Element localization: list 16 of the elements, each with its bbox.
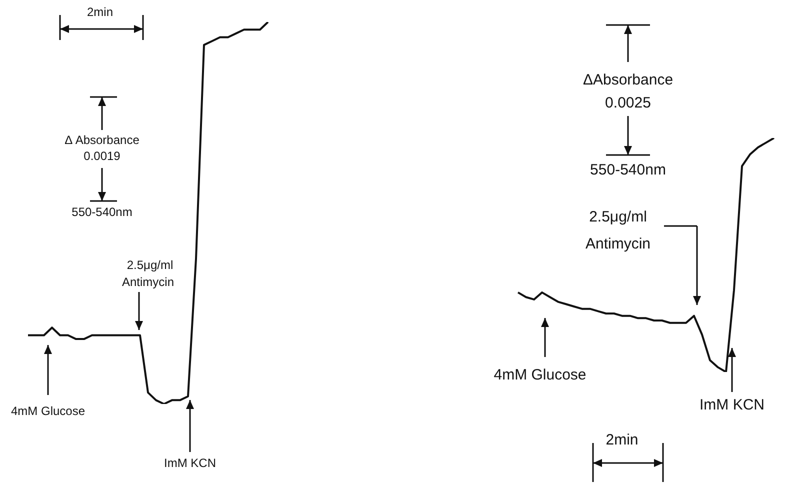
- annotation: 0.0019: [84, 149, 120, 163]
- annotation: Antimycin: [585, 236, 651, 252]
- annotation: 550-540nm: [72, 205, 132, 219]
- annotation: 4mM Glucose: [494, 366, 586, 384]
- annotation: 2.5μg/ml: [126, 258, 174, 272]
- text: 0.0025: [605, 94, 651, 112]
- text: 2min: [606, 432, 638, 448]
- annotation: 4mM Glucose: [10, 404, 86, 418]
- annotation: 550-540nm: [590, 162, 666, 178]
- annotation: Δ Absorbance: [64, 133, 140, 147]
- annotation: 2.5μg/ml: [589, 208, 647, 226]
- text: ImM KCN: [700, 396, 764, 414]
- annotation: Antimycin: [122, 275, 174, 289]
- text: ImM KCN: [164, 456, 216, 470]
- text: ΔAbsorbance: [582, 72, 674, 88]
- text: 2min: [86, 5, 114, 19]
